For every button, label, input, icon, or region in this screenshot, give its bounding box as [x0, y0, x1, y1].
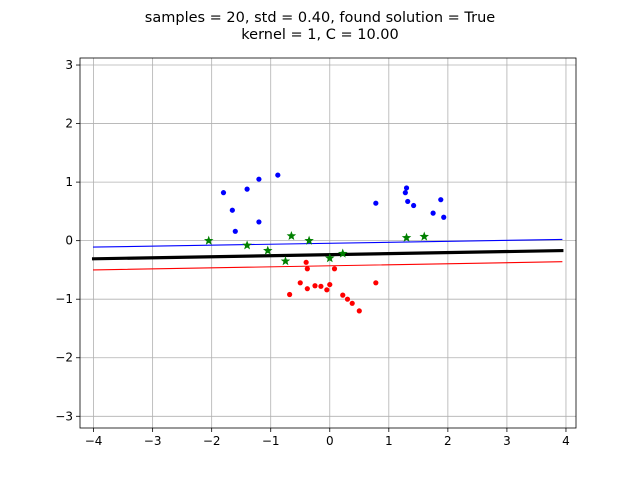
line-margin_pos [93, 238, 563, 248]
support-vector-point-3 [286, 230, 297, 241]
support-vector-point-1 [242, 240, 252, 250]
y-tick-label-2: −1 [55, 292, 73, 306]
support-vector-point-6 [325, 253, 335, 263]
class_pos-point-12 [430, 210, 436, 216]
x-tick-label-8: 4 [562, 434, 570, 448]
class_pos-point-1 [244, 186, 250, 192]
class_neg-point-6 [312, 283, 318, 289]
class_neg-point-2 [331, 266, 338, 272]
x-tick-label-1: −3 [144, 434, 162, 448]
class_neg-point-5 [304, 286, 310, 292]
class_pos-point-5 [256, 219, 262, 225]
class_pos-point-4 [229, 207, 235, 213]
class_pos-point-0 [220, 190, 227, 196]
class_neg-point-13 [356, 308, 362, 314]
class_pos-point-10 [405, 198, 411, 205]
class_neg-point-9 [327, 281, 333, 288]
class_neg-point-7 [318, 283, 324, 289]
support-vector-point-2 [263, 245, 273, 255]
x-tick-label-2: −2 [203, 434, 221, 448]
line-margin_neg [93, 261, 563, 271]
chart-title-line-1: samples = 20, std = 0.40, found solution… [145, 10, 495, 26]
class_pos-point-13 [438, 197, 444, 203]
class_pos-point-3 [275, 172, 281, 178]
y-tick-label-3: 0 [65, 234, 73, 248]
class_neg-point-11 [344, 296, 351, 302]
class_neg-point-14 [373, 280, 379, 286]
class_pos-point-7 [373, 200, 379, 206]
support-vector-point-8 [401, 232, 412, 242]
class_pos-point-11 [411, 202, 417, 209]
class_pos-point-6 [232, 228, 238, 234]
y-tick-label-0: −3 [55, 409, 73, 423]
support-vector-point-9 [419, 231, 429, 241]
x-tick-label-7: 3 [503, 434, 511, 448]
class_pos-point-8 [402, 190, 408, 196]
class_neg-point-0 [303, 259, 309, 265]
y-tick-label-6: 3 [65, 58, 73, 72]
x-tick-label-3: −1 [262, 434, 280, 448]
class_neg-point-3 [287, 291, 293, 298]
class_neg-point-8 [324, 287, 330, 293]
plot-area: −4 −3 −2 −1 0 1 2 3 4 −3 −2 −1 0 1 2 3 [55, 57, 577, 448]
class_neg-point-4 [297, 280, 303, 286]
axes-frame [79, 57, 577, 429]
support-vector-point-5 [304, 235, 314, 245]
class_neg-point-12 [349, 300, 355, 306]
x-tick-label-4: 0 [326, 434, 334, 448]
class_neg-point-10 [340, 292, 346, 298]
x-tick-label-6: 2 [444, 434, 452, 448]
line-boundary [91, 248, 564, 261]
chart-title-line-2: kernel = 1, C = 10.00 [241, 27, 398, 43]
x-tick-label-0: −4 [85, 434, 103, 448]
class_pos-point-9 [403, 185, 410, 191]
class_neg-point-1 [304, 266, 310, 272]
support-vector-point-0 [203, 235, 214, 245]
support-vector-point-7 [338, 248, 348, 258]
y-tick-label-5: 2 [65, 117, 73, 131]
class_pos-point-2 [256, 176, 262, 182]
class_pos-point-14 [441, 214, 447, 220]
x-tick-label-5: 1 [385, 434, 393, 448]
y-tick-label-4: 1 [65, 175, 73, 189]
support-vector-point-4 [280, 256, 291, 266]
y-tick-label-1: −2 [55, 351, 73, 365]
